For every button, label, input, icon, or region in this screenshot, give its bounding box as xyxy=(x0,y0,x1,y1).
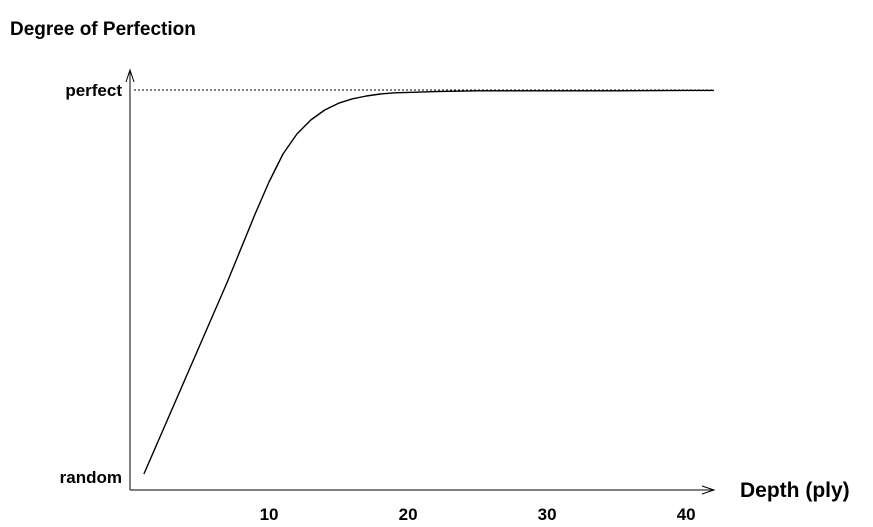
y-axis-label: Degree of Perfection xyxy=(10,19,196,40)
x-axis-label: Depth (ply) xyxy=(740,479,850,502)
x-tick-20: 20 xyxy=(399,505,418,524)
x-tick-40: 40 xyxy=(677,505,696,524)
series-line-0 xyxy=(143,89,714,475)
y-tick-labels: random perfect xyxy=(60,81,123,487)
x-tick-10: 10 xyxy=(260,505,279,524)
y-tick-perfect: perfect xyxy=(65,81,122,100)
y-axis-arrowhead xyxy=(125,68,135,83)
y-tick-random: random xyxy=(60,468,122,487)
series-group xyxy=(143,89,714,475)
x-axis-arrowhead xyxy=(701,485,716,495)
x-tick-labels: 10 20 30 40 xyxy=(260,505,696,524)
x-tick-30: 30 xyxy=(538,505,557,524)
